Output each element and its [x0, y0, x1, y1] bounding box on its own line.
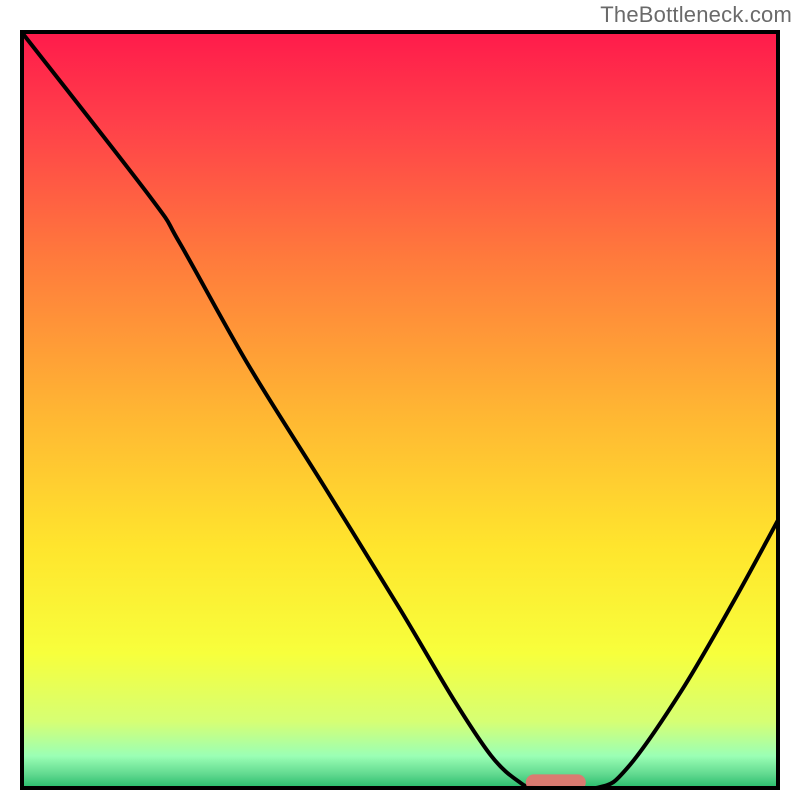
plot-background [20, 30, 780, 790]
chart-container: TheBottleneck.com [0, 0, 800, 800]
watermark-text: TheBottleneck.com [600, 2, 792, 28]
bottleneck-chart [0, 0, 800, 800]
